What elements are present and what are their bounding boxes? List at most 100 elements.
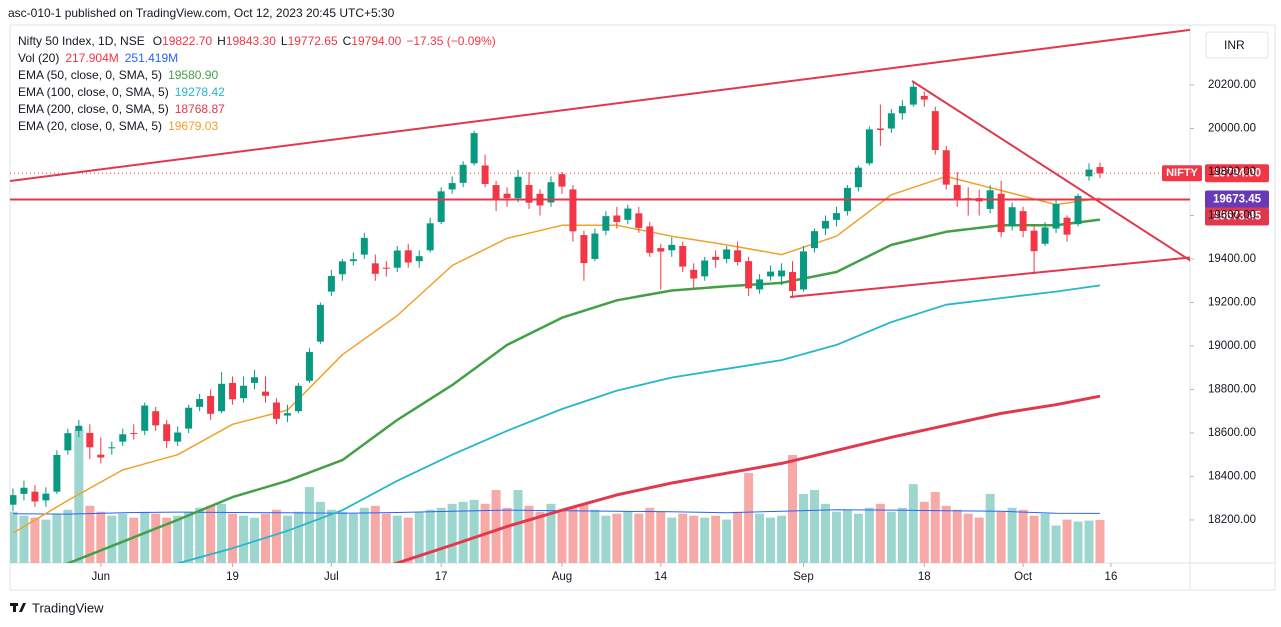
candle-body <box>108 447 116 449</box>
ohlc-key: H <box>217 34 226 48</box>
candle-body <box>163 424 171 442</box>
legend-row: EMA (100, close, 0, SMA, 5) 19278.42 <box>18 85 225 99</box>
volume-bar <box>634 513 644 563</box>
candle-body <box>1063 217 1071 235</box>
legend-value: 19679.03 <box>168 119 218 133</box>
volume-bar <box>919 501 929 563</box>
legend-name: Vol (20) <box>18 51 59 65</box>
logo-mark <box>19 603 26 612</box>
y-tick-label: 18400.00 <box>1208 470 1256 482</box>
candle-body <box>119 434 127 442</box>
candle-body <box>821 220 829 229</box>
volume-bar <box>1018 509 1028 563</box>
candle-body <box>10 495 17 505</box>
currency-box[interactable] <box>1205 31 1269 59</box>
volume-layer <box>10 429 1105 563</box>
volume-bar <box>590 509 600 563</box>
candle-body <box>42 493 50 501</box>
footer-logo <box>10 603 26 612</box>
footer-brand: TradingView <box>32 600 104 615</box>
candle-body <box>251 377 259 383</box>
y-tick-label: 19600.00 <box>1208 210 1256 222</box>
candle-body <box>459 164 467 183</box>
candle-body <box>1041 227 1049 244</box>
volume-bar <box>293 511 303 563</box>
volume-bar <box>19 515 29 563</box>
candle-body <box>305 352 313 381</box>
ema-line <box>64 218 1101 563</box>
volume-bar <box>425 509 435 563</box>
volume-bar <box>974 517 984 563</box>
volume-bar <box>140 511 150 563</box>
candle-body <box>723 249 731 259</box>
x-tick-label: Aug <box>552 571 572 583</box>
volume-bar <box>557 509 567 563</box>
x-tick-label: 16 <box>1105 571 1118 583</box>
candle-body <box>404 250 412 263</box>
volume-bar <box>370 505 380 563</box>
volume-bar <box>656 511 666 563</box>
volume-bar <box>645 507 655 563</box>
candle-body <box>942 150 950 185</box>
volume-bar <box>513 490 523 563</box>
candle-body <box>371 263 379 274</box>
volume-bar <box>875 503 885 563</box>
volume-bar <box>930 492 940 563</box>
ohlc-key: O <box>153 34 162 48</box>
volume-bar <box>337 511 347 563</box>
candle-body <box>53 454 61 492</box>
y-tick-label: 19000.00 <box>1208 340 1256 352</box>
candle-body <box>272 402 280 419</box>
volume-bar <box>1073 521 1083 563</box>
volume-bar <box>612 513 622 563</box>
volume-bar <box>228 513 238 563</box>
volume-bar <box>129 517 139 563</box>
volume-bar <box>623 511 633 563</box>
candle-body <box>86 432 94 448</box>
candle-body <box>437 191 445 223</box>
volume-bar <box>96 511 106 563</box>
candle-body <box>931 111 939 151</box>
candle-body <box>382 267 390 269</box>
candle-body <box>327 275 335 292</box>
volume-bar <box>359 507 369 563</box>
legend-row: EMA (200, close, 0, SMA, 5) 18768.87 <box>18 102 225 116</box>
candle-body <box>810 231 818 249</box>
trend-line <box>10 28 1190 182</box>
candle-body <box>316 304 324 342</box>
volume-bar <box>1062 519 1072 563</box>
candle-body <box>174 432 182 442</box>
volume-bar <box>74 429 84 563</box>
symbol-tag <box>1162 165 1202 182</box>
indicator-layer <box>12 175 1101 563</box>
price-tag-label: 19794.00 <box>1213 167 1261 179</box>
y-tick-label: 19800.00 <box>1208 166 1256 178</box>
candle-body <box>887 113 895 129</box>
volume-bar <box>842 509 852 563</box>
legend-name: EMA (20, close, 0, SMA, 5) <box>18 119 162 133</box>
ohlc-value: 19794.00 <box>351 34 401 48</box>
candle-body <box>1030 230 1038 252</box>
x-tick-label: 19 <box>226 571 239 583</box>
trend-line <box>789 256 1190 298</box>
candle-body <box>920 95 928 100</box>
volume-bar <box>788 454 798 563</box>
candle-body <box>778 270 786 277</box>
legend-name: EMA (100, close, 0, SMA, 5) <box>18 85 169 99</box>
candle-body <box>97 454 105 458</box>
volume-bar <box>799 493 809 563</box>
candle-body <box>865 129 873 164</box>
ema-line <box>12 175 1101 534</box>
volume-bar <box>1029 515 1039 563</box>
candle-body <box>854 167 862 188</box>
candle-body <box>646 226 654 253</box>
volume-bar <box>809 490 819 563</box>
x-tick-label: Jun <box>92 571 111 583</box>
candle-body <box>789 272 797 291</box>
volume-bar <box>689 515 699 563</box>
volume-bar <box>348 513 358 563</box>
candle-body <box>185 407 193 429</box>
volume-bar <box>52 513 62 563</box>
candle-body <box>514 176 522 199</box>
candle-body <box>152 411 160 426</box>
